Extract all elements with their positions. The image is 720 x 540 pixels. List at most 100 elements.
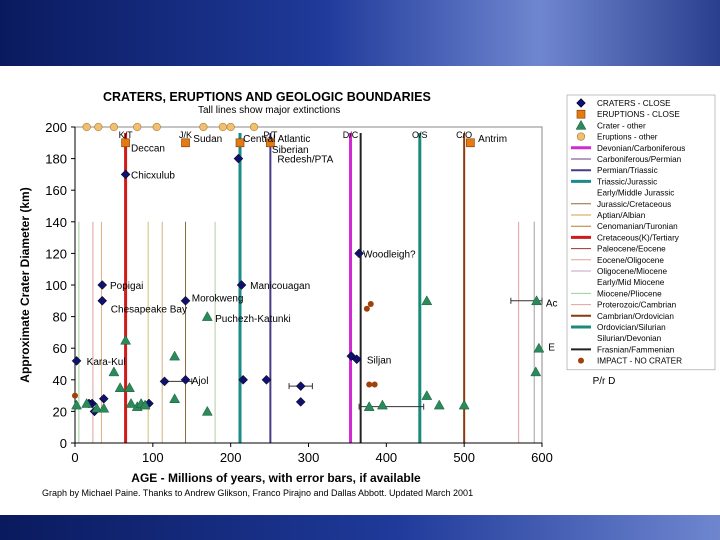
legend-entry: Devonian/Carboniferous [597,144,685,153]
chart-title: CRATERS, ERUPTIONS AND GEOLOGIC BOUNDARI… [103,90,431,104]
legend-entry: ERUPTIONS - CLOSE [597,110,680,119]
y-tick-label: 0 [60,436,67,451]
annotation-label: Redesh/PTA [277,155,333,166]
data-point [363,401,375,411]
legend-swatch [578,357,584,364]
legend-entry: Miocene/Pliocene [597,289,662,298]
data-point [81,397,93,408]
annotation-label: Antrim [478,134,507,145]
legend-entry: Carboniferous/Permian [597,155,682,164]
chart-subtitle: Tall lines show major extinctions [198,105,340,116]
data-point [531,295,542,306]
legend: CRATERS - CLOSE ERUPTIONS - CLOSE Crater -… [566,94,716,371]
data-point [133,122,142,132]
data-point [169,350,181,361]
legend-entry: Jurassic/Cretaceous [597,200,671,209]
legend-swatch [575,119,587,130]
data-point [236,280,247,290]
legend-entry: Paleocene/Eocene [597,245,666,254]
data-point [421,295,433,306]
data-point [71,355,82,366]
data-point [218,122,228,132]
y-tick-label: 140 [45,215,67,230]
data-point [82,122,91,132]
legend-entry: Early/Mid Miocene [597,278,665,287]
y-tick-label: 80 [53,310,67,325]
y-tick-label: 20 [53,404,67,419]
legend-entry: Cambrian/Ordovician [597,312,674,321]
data-point [235,138,245,148]
data-point [159,376,170,387]
credit-line: Graph by Michael Paine. Thanks to Andrew… [42,488,473,498]
legend-box [566,94,716,371]
data-point [367,300,374,307]
data-point [91,402,103,413]
data-point [295,397,306,407]
annotation-label: Kara-Kul [87,357,126,368]
data-point [261,374,272,385]
data-point [421,390,433,400]
y-tick-label: 60 [53,341,67,356]
legend-entry: IMPACT - NO CRATER [597,357,682,366]
data-point [72,392,78,399]
data-point [199,122,208,132]
top-banner [0,0,720,66]
x-tick-label: 400 [375,450,397,465]
legend-entry: Oligocene/Miocene [597,267,668,276]
legend-entry: Frasnian/Fammenian [597,345,675,354]
data-point [238,374,248,385]
data-point [458,399,470,410]
x-tick-label: 0 [71,450,78,465]
legend-entry: Aptian/Albian [597,211,646,220]
y-tick-label: 40 [53,373,67,388]
data-point [377,399,388,410]
data-point [109,122,119,132]
boundary-label: K/T [119,130,134,140]
data-point [249,122,259,132]
annotation-label: Chesapeake Bay [111,305,187,316]
boundary-label: P/T [263,130,278,140]
data-point [98,402,110,413]
legend-entry: Cenomanian/Turonian [597,222,678,231]
data-point [266,138,275,148]
legend-entry: Cretaceous(K)/Tertiary [597,233,680,242]
annotation-label: Popigai [110,281,143,292]
annotation-label: Woodleigh? [363,249,416,260]
y-axis-label: Approximate Crater Diameter (km) [18,187,32,382]
data-point [351,354,362,365]
data-point [295,381,306,391]
data-point [98,393,109,404]
data-point [108,366,120,377]
annotation-label: Chicxulub [131,170,175,181]
data-point [152,122,161,132]
data-point [169,393,181,404]
data-point [363,305,370,312]
boundary-label: O/S [412,130,428,140]
annotation-label: Puchezh-Katunki [215,314,291,325]
x-tick-label: 200 [220,450,242,465]
annotation-label: Central Atlantic [243,134,310,145]
data-point [201,311,213,321]
annotation-label: Morokweng [192,294,244,305]
data-point [466,138,475,148]
legend-swatch [576,132,586,141]
boundary-label: D/C [343,130,359,140]
legend-entry: Eocene/Oligocene [597,256,664,265]
data-point [366,381,373,388]
legend-swatch [576,98,586,108]
annotation-label: Deccan [131,144,165,155]
data-point [181,138,190,148]
legend-entry: Silurian/Devonian [597,334,662,343]
data-point [114,382,126,392]
x-axis-label: AGE - Millions of years, with error bars… [131,471,421,485]
legend-entry: Proterozoic/Cambrian [597,301,677,310]
legend-entry: Early/Middle Jurassic [597,189,674,198]
data-point [71,399,82,410]
plot-area: 0 20 40 60 80 100 120 140 160 180 200 0 100 200 300 400… [45,120,615,465]
data-point [233,153,244,164]
data-point [139,399,151,410]
legend-swatch [576,109,586,119]
data-point [94,122,103,132]
data-point [371,381,378,388]
legend-entry: Eruptions - other [597,133,658,142]
